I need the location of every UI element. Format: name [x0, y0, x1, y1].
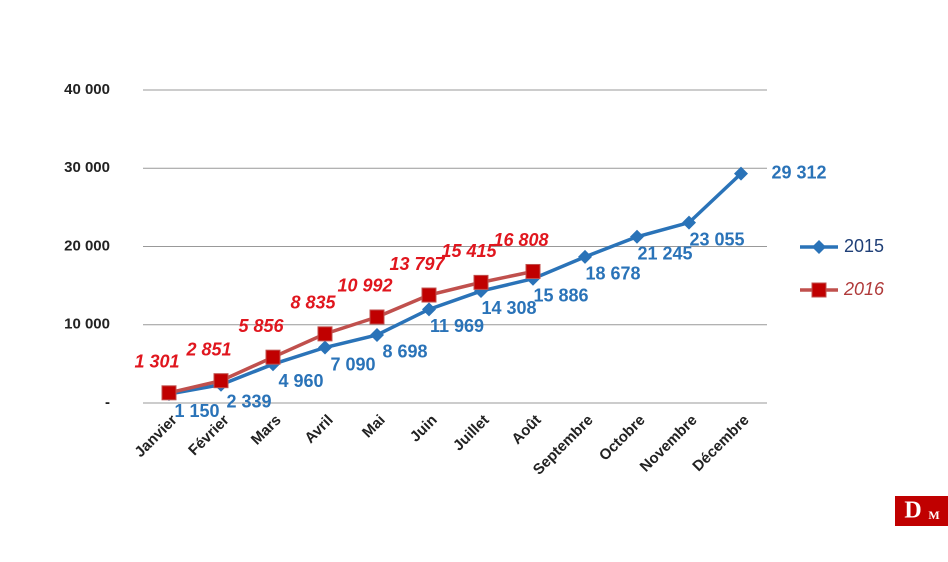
data-label: 18 678	[585, 264, 640, 284]
series-line	[168, 172, 743, 396]
data-label: 2 851	[185, 339, 231, 359]
data-label: 15 886	[533, 285, 588, 305]
data-label: 15 415	[441, 241, 497, 261]
logo-letter: M	[928, 508, 939, 522]
y-tick-label: 20 000	[64, 237, 110, 254]
data-label: 14 308	[481, 298, 536, 318]
data-label: 29 312	[771, 162, 826, 182]
logo-letter: D	[904, 498, 921, 524]
x-tick-label: Mai	[359, 412, 389, 442]
data-label: 8 698	[382, 342, 427, 362]
x-tick-label: Avril	[301, 412, 336, 447]
point	[734, 166, 748, 181]
x-tick-label: Janvier	[131, 412, 180, 461]
point	[630, 229, 644, 244]
point	[525, 263, 541, 279]
point	[318, 340, 332, 355]
point	[682, 215, 696, 230]
data-label: 10 992	[337, 276, 392, 296]
point	[369, 309, 385, 325]
data-label: 16 808	[493, 230, 548, 250]
y-tick-label: 30 000	[64, 159, 110, 176]
x-tick-label: Juillet	[450, 412, 493, 455]
legend-label: 2016	[843, 279, 885, 299]
point	[473, 274, 489, 290]
point	[578, 249, 592, 264]
y-tick-label: 10 000	[64, 316, 110, 333]
data-label: 4 960	[278, 371, 323, 391]
data-label: 1 301	[134, 352, 179, 372]
x-tick-label: Juin	[407, 412, 441, 446]
point	[317, 326, 333, 342]
y-tick-label: -	[105, 394, 110, 411]
data-label: 23 055	[689, 229, 744, 249]
data-label: 8 835	[290, 293, 336, 313]
data-label: 13 797	[389, 254, 445, 274]
data-label: 21 245	[637, 244, 692, 264]
legend-label: 2015	[844, 236, 884, 256]
point	[370, 327, 384, 342]
data-label: 7 090	[330, 354, 375, 374]
data-label: 5 856	[238, 316, 284, 336]
logo-box	[895, 496, 948, 526]
point	[265, 349, 281, 365]
series-line	[168, 269, 534, 395]
point	[422, 302, 436, 317]
data-label: 11 969	[430, 316, 484, 336]
point	[421, 287, 437, 303]
x-tick-label: Octobre	[596, 412, 649, 465]
data-label: 1 150	[174, 401, 219, 421]
point	[213, 373, 229, 389]
point	[812, 240, 826, 254]
y-tick-label: 40 000	[64, 81, 110, 98]
x-tick-label: Décembre	[689, 412, 752, 475]
x-tick-label: Mars	[248, 412, 285, 449]
data-label: 2 339	[226, 391, 271, 411]
point	[811, 282, 827, 298]
point	[161, 385, 177, 401]
x-tick-label: Août	[508, 412, 544, 448]
